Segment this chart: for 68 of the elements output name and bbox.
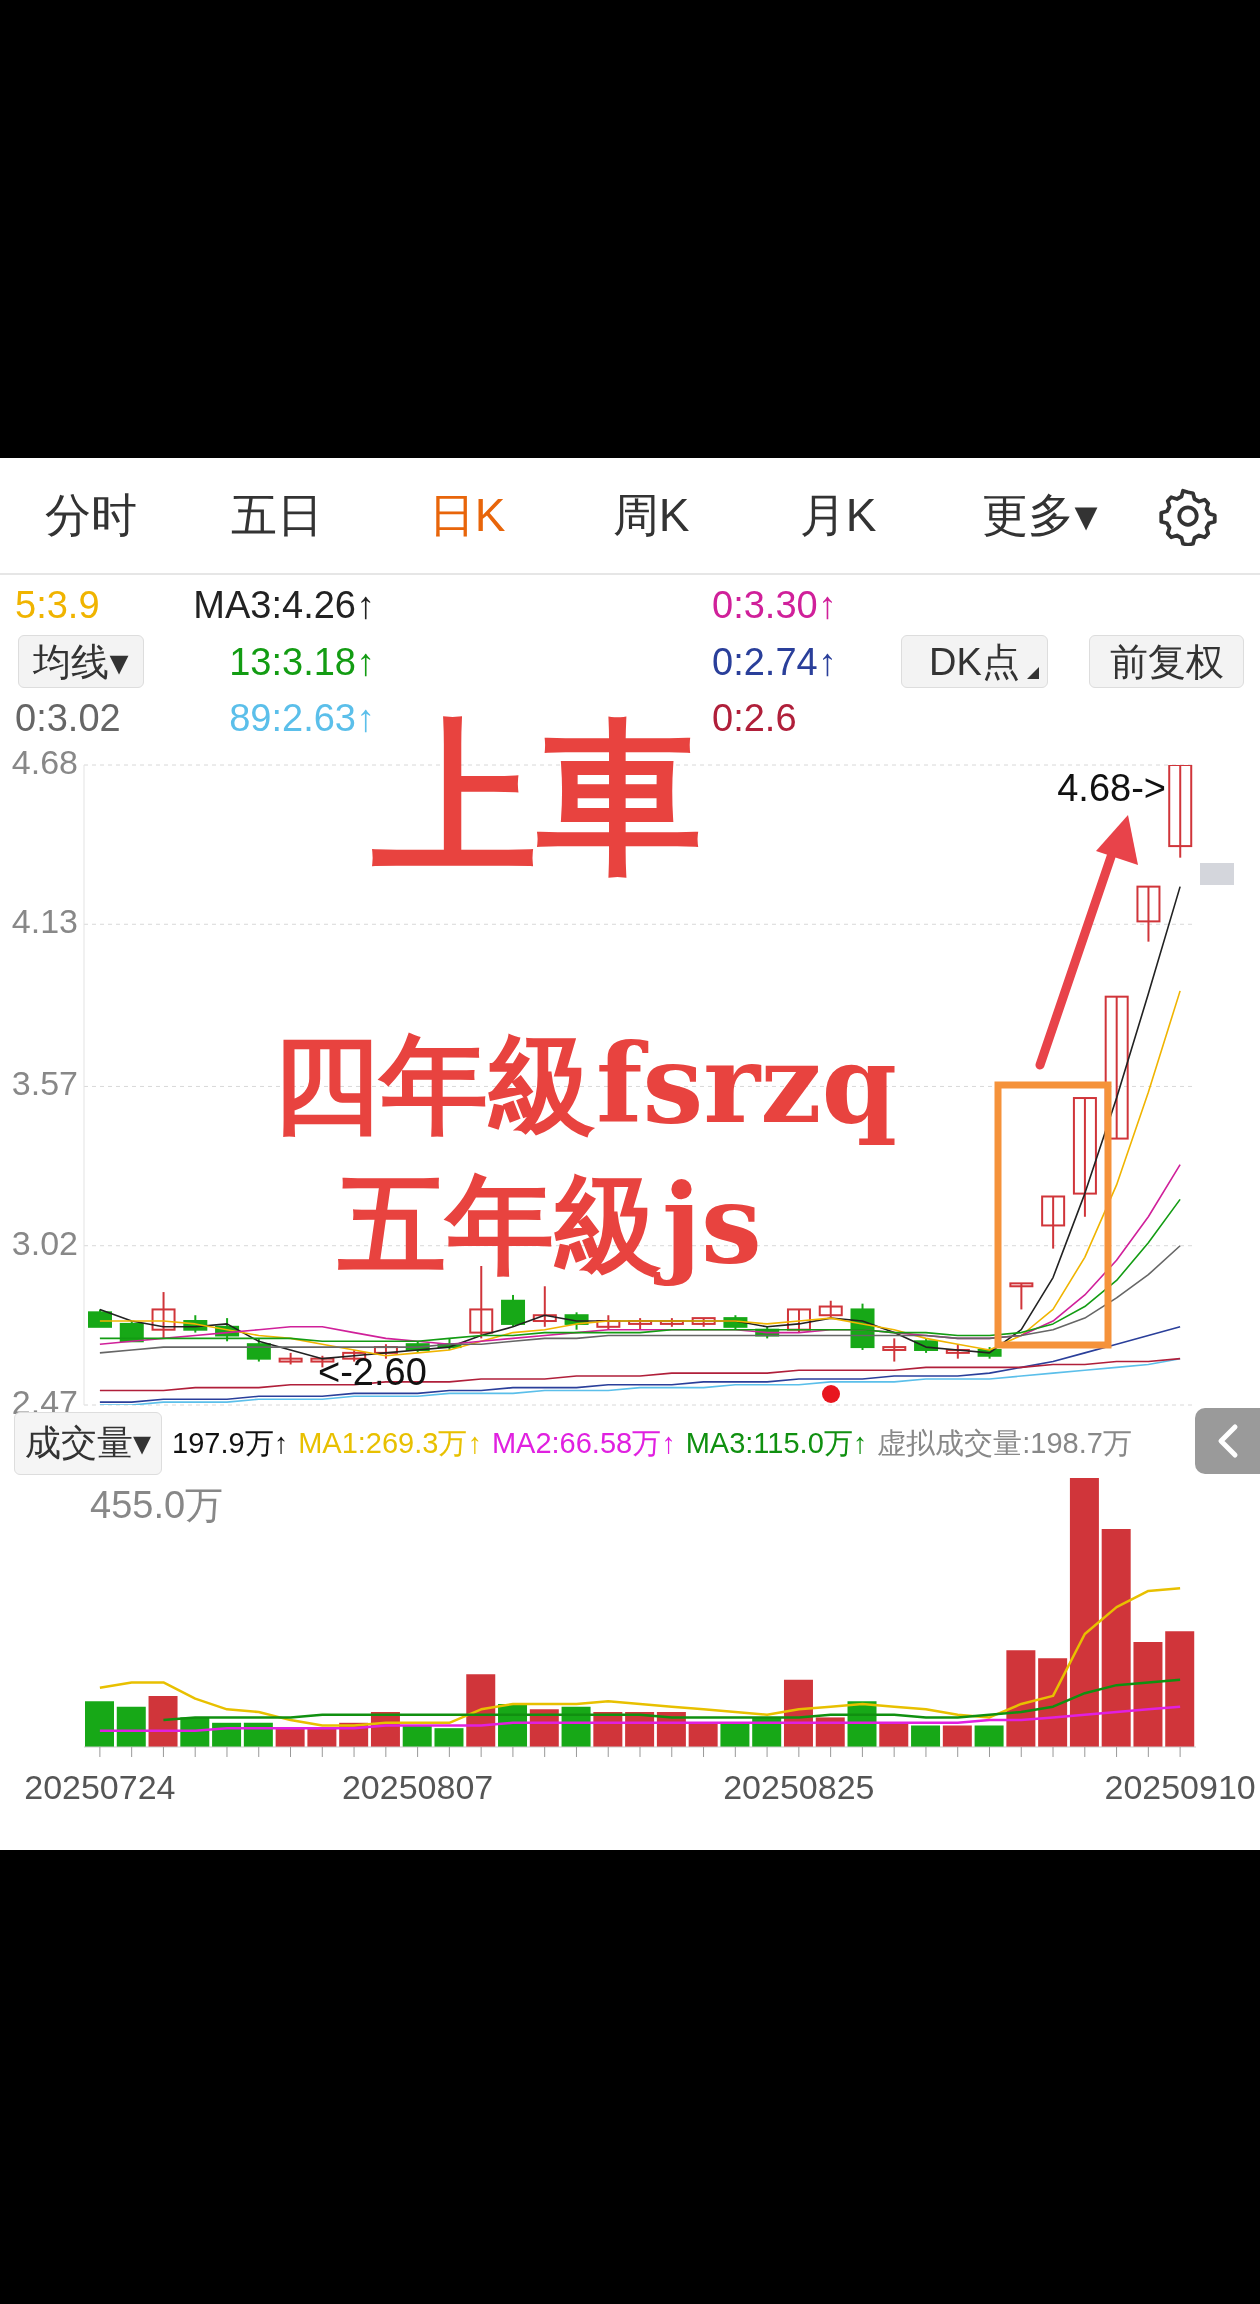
- text: MA3:4.26↑: [193, 583, 375, 628]
- bar: [1069, 1478, 1099, 1747]
- candlestick: [532, 1285, 557, 1328]
- candlestick: [151, 1291, 176, 1340]
- bar: [688, 1722, 718, 1747]
- annotation: 五年級js: [338, 1161, 762, 1287]
- candlestick: [501, 1293, 526, 1328]
- line-series: [99, 1357, 1181, 1392]
- bar: [974, 1725, 1004, 1747]
- annotation: <-2.60: [318, 1351, 427, 1393]
- line-series: [99, 1326, 1181, 1403]
- annotation: 四年級fsrzq: [272, 1021, 898, 1147]
- text: 0:2.6: [712, 696, 797, 741]
- x-tick-label: 20250724: [24, 1768, 176, 1806]
- x-tick-label: 20250910: [1104, 1768, 1256, 1806]
- text: 五日: [230, 488, 324, 543]
- y-tick-label: 3.02: [11, 1223, 78, 1262]
- bar: [275, 1728, 305, 1747]
- bar: [1101, 1529, 1131, 1747]
- bar: [434, 1728, 464, 1747]
- y-tick-label: 4.13: [11, 902, 78, 941]
- text: 13:3.18↑: [229, 640, 375, 685]
- candlestick: [882, 1337, 907, 1363]
- x-tick-label: 20250807: [341, 1768, 494, 1806]
- candlestick: [1168, 765, 1193, 859]
- candlestick: [1136, 885, 1161, 943]
- bar: [942, 1725, 972, 1747]
- bar: [85, 1701, 114, 1747]
- text: MA2:66.58万↑: [491, 1425, 676, 1461]
- y-tick-label: 3.57: [11, 1064, 78, 1103]
- y-tick-label: 4.68: [11, 742, 78, 781]
- bar: [1133, 1642, 1163, 1747]
- text: 分时: [44, 488, 138, 543]
- bar: [911, 1725, 941, 1747]
- line-series: [99, 990, 1181, 1357]
- text: MA3:115.0万↑: [685, 1425, 868, 1461]
- text: 5:3.9: [15, 583, 100, 628]
- bar: [116, 1706, 146, 1747]
- text: MA1:269.3万↑: [298, 1425, 482, 1461]
- annotation: 上車: [372, 700, 702, 894]
- text: 成交量▾: [25, 1422, 152, 1463]
- candlestick: [1009, 1282, 1034, 1311]
- text: 虚拟成交量:198.7万: [877, 1425, 1132, 1461]
- text: 197.9万↑: [172, 1425, 289, 1461]
- text: 周K: [611, 488, 691, 543]
- text: 0:3.02: [15, 696, 121, 741]
- text: 89:2.63↑: [229, 696, 375, 739]
- bar: [815, 1717, 845, 1747]
- annotation: 455.0万: [90, 1484, 224, 1526]
- bar: [879, 1722, 909, 1747]
- text: 0:2.74↑: [712, 640, 837, 685]
- text: 月K: [798, 488, 878, 543]
- text: 日K: [427, 488, 507, 543]
- candlestick: [1072, 1097, 1097, 1218]
- bar: [1165, 1631, 1195, 1747]
- x-tick-label: 20250825: [723, 1768, 875, 1806]
- candlestick: [786, 1308, 811, 1334]
- text: 均线▾: [18, 635, 144, 688]
- candlestick: [1041, 1195, 1066, 1250]
- bar: [148, 1695, 178, 1747]
- bar: [720, 1722, 750, 1747]
- bar: [307, 1728, 337, 1747]
- text: 前复权: [1089, 635, 1244, 688]
- bar: [1006, 1650, 1036, 1747]
- text: 0:3.30↑: [712, 583, 837, 628]
- text: DK点: [901, 635, 1048, 688]
- text: 更多▾: [981, 488, 1099, 543]
- annotation: 4.68->: [1057, 767, 1166, 809]
